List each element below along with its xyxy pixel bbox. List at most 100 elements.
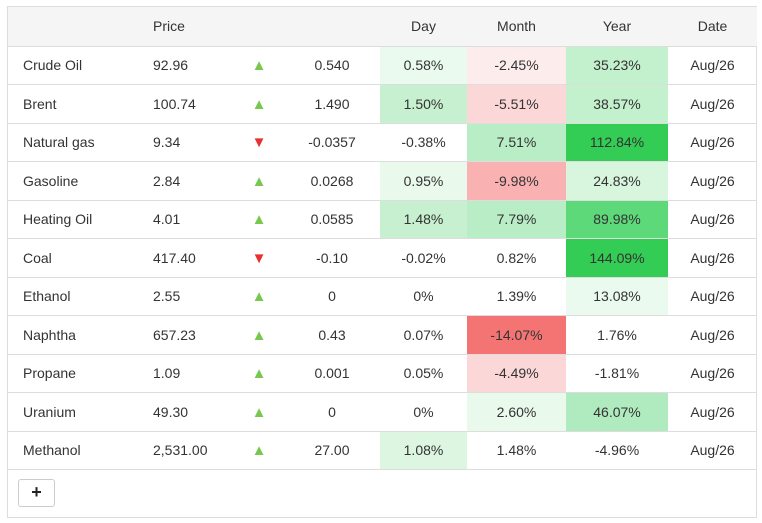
price-cell: 2.84 xyxy=(146,161,234,201)
table-row[interactable]: Methanol 2,531.00 ▲ 27.00 1.08% 1.48% -4.96% Au… xyxy=(8,431,757,470)
direction-cell: ▲ xyxy=(234,277,284,316)
table-row[interactable]: Heating Oil 4.01 ▲ 0.0585 1.48% 7.79% 89.98% Au… xyxy=(8,200,757,239)
triangle-up-icon: ▲ xyxy=(251,57,267,75)
change-cell: 1.490 xyxy=(284,84,380,124)
table-row[interactable]: Naphtha 657.23 ▲ 0.43 0.07% -14.07% 1.76% Aug/2… xyxy=(8,315,757,355)
direction-cell: ▲ xyxy=(234,46,284,85)
commodity-name-link[interactable]: Coal xyxy=(8,238,146,278)
header-change xyxy=(284,7,380,47)
date-cell: Aug/26 xyxy=(668,46,757,85)
commodity-name-link[interactable]: Gasoline xyxy=(8,161,146,201)
price-cell: 2.55 xyxy=(146,277,234,316)
day-change-cell: 0.58% xyxy=(380,46,467,85)
date-cell: Aug/26 xyxy=(668,431,757,470)
month-change-cell: 7.79% xyxy=(467,200,566,239)
triangle-up-icon: ▲ xyxy=(251,442,267,460)
change-cell: 0.43 xyxy=(284,315,380,355)
year-change-cell: 112.84% xyxy=(566,123,668,162)
header-month[interactable]: Month xyxy=(467,7,566,47)
month-change-cell: -2.45% xyxy=(467,46,566,85)
add-button[interactable]: + xyxy=(18,479,55,507)
year-change-cell: -4.96% xyxy=(566,431,668,470)
commodity-name-link[interactable]: Propane xyxy=(8,354,146,393)
header-direction xyxy=(234,7,284,47)
date-cell: Aug/26 xyxy=(668,200,757,239)
commodity-name-link[interactable]: Brent xyxy=(8,84,146,124)
direction-cell: ▲ xyxy=(234,84,284,124)
table-row[interactable]: Uranium 49.30 ▲ 0 0% 2.60% 46.07% Aug/26 xyxy=(8,392,757,432)
commodity-name-link[interactable]: Naphtha xyxy=(8,315,146,355)
price-cell: 100.74 xyxy=(146,84,234,124)
month-change-cell: -4.49% xyxy=(467,354,566,393)
year-change-cell: 38.57% xyxy=(566,84,668,124)
year-change-cell: 46.07% xyxy=(566,392,668,432)
table-row[interactable]: Coal 417.40 ▼ -0.10 -0.02% 0.82% 144.09% Aug/26 xyxy=(8,238,757,278)
triangle-down-icon: ▼ xyxy=(251,249,267,267)
date-cell: Aug/26 xyxy=(668,392,757,432)
year-change-cell: 24.83% xyxy=(566,161,668,201)
date-cell: Aug/26 xyxy=(668,277,757,316)
date-cell: Aug/26 xyxy=(668,238,757,278)
price-cell: 657.23 xyxy=(146,315,234,355)
year-change-cell: 35.23% xyxy=(566,46,668,85)
triangle-up-icon: ▲ xyxy=(251,95,267,113)
month-change-cell: 0.82% xyxy=(467,238,566,278)
direction-cell: ▼ xyxy=(234,238,284,278)
table-row[interactable]: Brent 100.74 ▲ 1.490 1.50% -5.51% 38.57% Aug/26 xyxy=(8,84,757,124)
day-change-cell: -0.02% xyxy=(380,238,467,278)
month-change-cell: 1.39% xyxy=(467,277,566,316)
change-cell: -0.10 xyxy=(284,238,380,278)
price-cell: 2,531.00 xyxy=(146,431,234,470)
commodities-table: Price Day Month Year Date Crude Oil 92.96… xyxy=(8,7,757,470)
triangle-up-icon: ▲ xyxy=(251,365,267,383)
header-date[interactable]: Date xyxy=(668,7,757,47)
date-cell: Aug/26 xyxy=(668,84,757,124)
day-change-cell: 0% xyxy=(380,277,467,316)
day-change-cell: 0.95% xyxy=(380,161,467,201)
month-change-cell: -5.51% xyxy=(467,84,566,124)
triangle-up-icon: ▲ xyxy=(251,403,267,421)
date-cell: Aug/26 xyxy=(668,354,757,393)
price-cell: 417.40 xyxy=(146,238,234,278)
commodity-name-link[interactable]: Heating Oil xyxy=(8,200,146,239)
change-cell: 0.001 xyxy=(284,354,380,393)
change-cell: 0.540 xyxy=(284,46,380,85)
change-cell: 0.0268 xyxy=(284,161,380,201)
header-day[interactable]: Day xyxy=(380,7,467,47)
change-cell: 0 xyxy=(284,392,380,432)
year-change-cell: 144.09% xyxy=(566,238,668,278)
year-change-cell: 13.08% xyxy=(566,277,668,316)
header-year[interactable]: Year xyxy=(566,7,668,47)
month-change-cell: 1.48% xyxy=(467,431,566,470)
price-cell: 49.30 xyxy=(146,392,234,432)
table-row[interactable]: Natural gas 9.34 ▼ -0.0357 -0.38% 7.51% 112.84… xyxy=(8,123,757,162)
commodity-name-link[interactable]: Uranium xyxy=(8,392,146,432)
header-price[interactable]: Price xyxy=(146,7,234,47)
table-row[interactable]: Crude Oil 92.96 ▲ 0.540 0.58% -2.45% 35.23% Aug… xyxy=(8,46,757,85)
month-change-cell: 7.51% xyxy=(467,123,566,162)
direction-cell: ▲ xyxy=(234,315,284,355)
direction-cell: ▲ xyxy=(234,354,284,393)
table-row[interactable]: Propane 1.09 ▲ 0.001 0.05% -4.49% -1.81% Aug/26 xyxy=(8,354,757,393)
triangle-up-icon: ▲ xyxy=(251,172,267,190)
price-cell: 1.09 xyxy=(146,354,234,393)
header-name xyxy=(8,7,146,47)
price-cell: 4.01 xyxy=(146,200,234,239)
triangle-up-icon: ▲ xyxy=(251,288,267,306)
day-change-cell: 1.08% xyxy=(380,431,467,470)
commodity-name-link[interactable]: Crude Oil xyxy=(8,46,146,85)
direction-cell: ▲ xyxy=(234,161,284,201)
commodity-name-link[interactable]: Methanol xyxy=(8,431,146,470)
commodity-name-link[interactable]: Ethanol xyxy=(8,277,146,316)
table-row[interactable]: Ethanol 2.55 ▲ 0 0% 1.39% 13.08% Aug/26 xyxy=(8,277,757,316)
date-cell: Aug/26 xyxy=(668,161,757,201)
table-row[interactable]: Gasoline 2.84 ▲ 0.0268 0.95% -9.98% 24.83% Aug/… xyxy=(8,161,757,201)
change-cell: 27.00 xyxy=(284,431,380,470)
day-change-cell: 0.07% xyxy=(380,315,467,355)
change-cell: -0.0357 xyxy=(284,123,380,162)
commodity-name-link[interactable]: Natural gas xyxy=(8,123,146,162)
triangle-down-icon: ▼ xyxy=(251,134,267,152)
triangle-up-icon: ▲ xyxy=(251,326,267,344)
direction-cell: ▲ xyxy=(234,392,284,432)
month-change-cell: -14.07% xyxy=(467,315,566,355)
